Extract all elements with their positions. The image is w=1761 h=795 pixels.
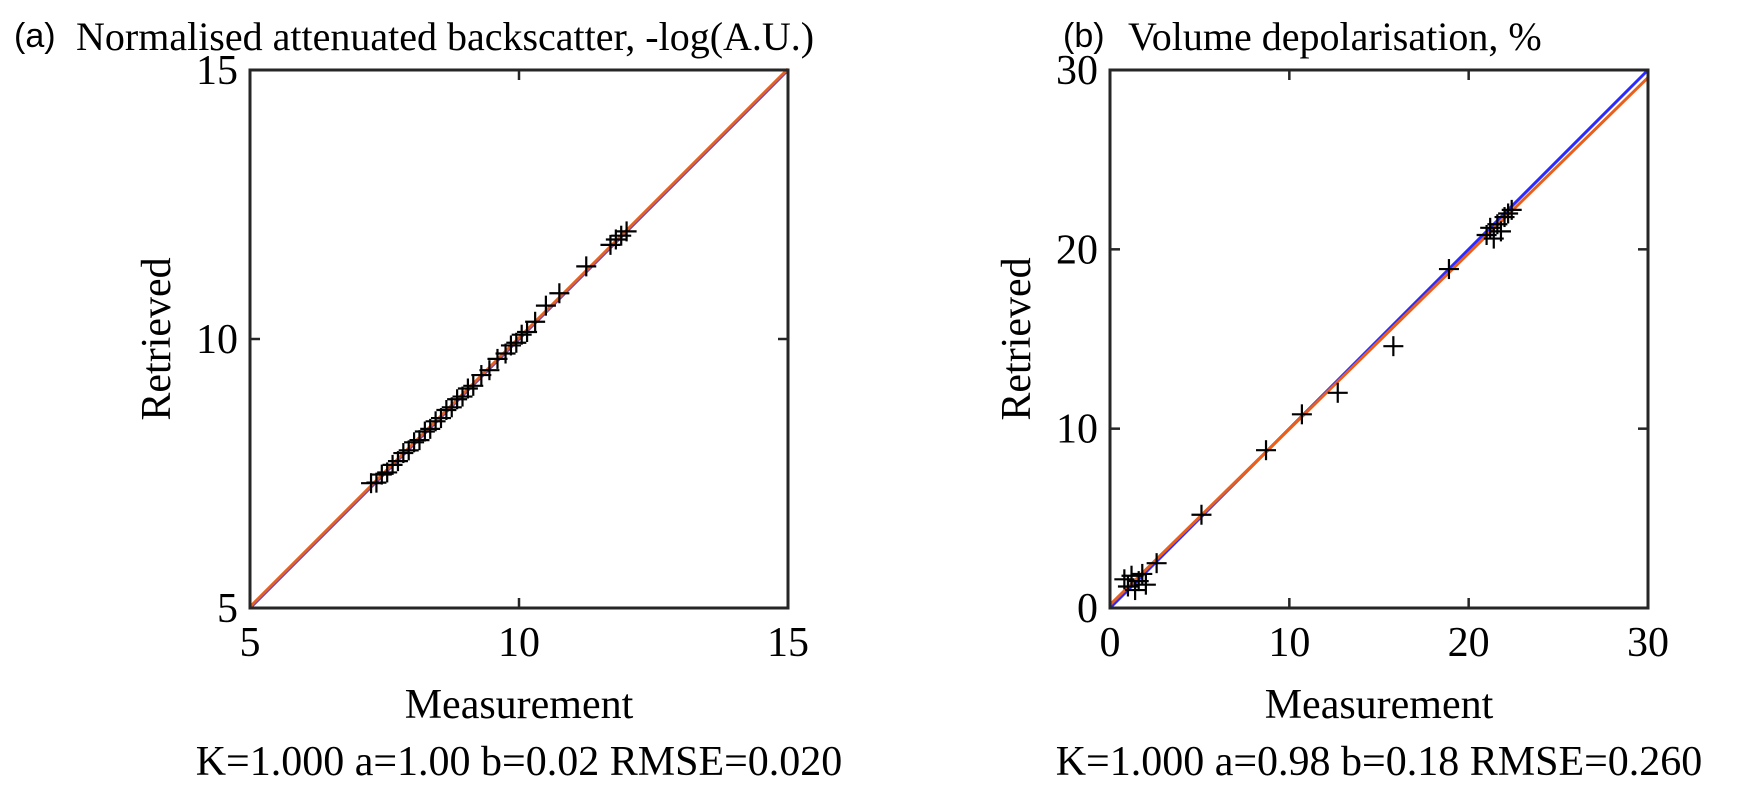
panel-a: (a) Normalised attenuated backscatter, -…	[14, 14, 842, 785]
data-point	[479, 360, 500, 381]
panel-a-ylabel: Retrieved	[134, 257, 180, 420]
x-tick-label: 10	[1268, 620, 1310, 666]
data-point	[535, 295, 556, 316]
data-point	[600, 234, 621, 255]
data-point	[447, 389, 468, 410]
fit-line	[248, 67, 790, 608]
y-tick-label: 10	[1056, 407, 1098, 453]
data-point	[430, 408, 451, 429]
data-point	[382, 454, 403, 475]
panel-a-xlabel: Measurement	[405, 682, 634, 728]
data-point	[436, 400, 457, 421]
data-point	[1135, 574, 1156, 595]
x-tick-label: 10	[498, 620, 540, 666]
data-point	[1291, 404, 1312, 425]
panel-b-xlabel: Measurement	[1265, 682, 1494, 728]
plot-b-axes-box	[1108, 68, 1650, 610]
x-tick-label: 0	[1100, 620, 1121, 666]
data-point	[393, 443, 414, 464]
data-point	[404, 432, 425, 453]
data-point	[506, 332, 527, 353]
data-point	[457, 378, 478, 399]
y-tick-label: 10	[196, 317, 238, 363]
data-point	[1125, 580, 1146, 601]
data-point	[1256, 440, 1277, 461]
panel-b: (b) Volume depolarisation, % 0 10 20 30 0 10 2…	[994, 14, 1702, 785]
plot-b-data	[1108, 68, 1650, 610]
data-point	[452, 386, 473, 407]
data-point	[1383, 336, 1404, 357]
data-point	[616, 221, 637, 242]
y-tick-label: 5	[217, 586, 238, 632]
plot-a-data	[248, 67, 790, 610]
data-point	[387, 451, 408, 472]
panel-a-title: Normalised attenuated backscatter, -log(…	[76, 14, 814, 59]
y-tick-label: 20	[1056, 227, 1098, 273]
x-tick-label: 15	[767, 620, 809, 666]
data-point	[1498, 203, 1519, 224]
panel-b-ylabel: Retrieved	[994, 257, 1040, 420]
y-tick-label: 0	[1077, 586, 1098, 632]
data-point	[1327, 382, 1348, 403]
data-point	[517, 322, 538, 343]
data-point	[511, 324, 532, 345]
y-tick-label: 30	[1056, 48, 1098, 94]
data-point	[576, 256, 597, 277]
data-point	[1146, 553, 1167, 574]
data-point	[549, 283, 570, 304]
data-point	[441, 397, 462, 418]
data-point	[398, 440, 419, 461]
fit-line	[1108, 76, 1650, 606]
data-point	[495, 343, 516, 364]
data-point	[425, 411, 446, 432]
x-tick-label: 20	[1448, 620, 1490, 666]
data-point	[500, 335, 521, 356]
plot-a-ticks: 5 10 15 5 10 15	[196, 48, 809, 666]
panel-b-title: Volume depolarisation, %	[1128, 14, 1542, 59]
data-point	[463, 375, 484, 396]
data-point	[1191, 504, 1212, 525]
data-point	[1438, 259, 1459, 280]
x-tick-label: 30	[1627, 620, 1669, 666]
data-point	[371, 464, 392, 485]
data-point	[409, 430, 430, 451]
data-point	[525, 311, 546, 332]
data-point	[605, 229, 626, 250]
y-tick-label: 15	[196, 48, 238, 94]
x-tick-label: 5	[240, 620, 261, 666]
plot-b-ticks: 0 10 20 30 0 10 20 30	[1056, 48, 1669, 666]
panel-b-label: (b)	[1063, 17, 1105, 55]
data-point	[1490, 221, 1511, 242]
data-point	[471, 365, 492, 386]
data-point	[611, 225, 632, 246]
data-point	[487, 348, 508, 369]
panel-a-stats: K=1.000 a=1.00 b=0.02 RMSE=0.020	[196, 739, 843, 785]
data-point	[1132, 563, 1153, 584]
data-point	[414, 421, 435, 442]
data-point	[366, 472, 387, 493]
panel-a-label: (a)	[14, 17, 56, 55]
panel-b-stats: K=1.000 a=0.98 b=0.18 RMSE=0.260	[1056, 739, 1703, 785]
data-point	[1501, 199, 1522, 220]
